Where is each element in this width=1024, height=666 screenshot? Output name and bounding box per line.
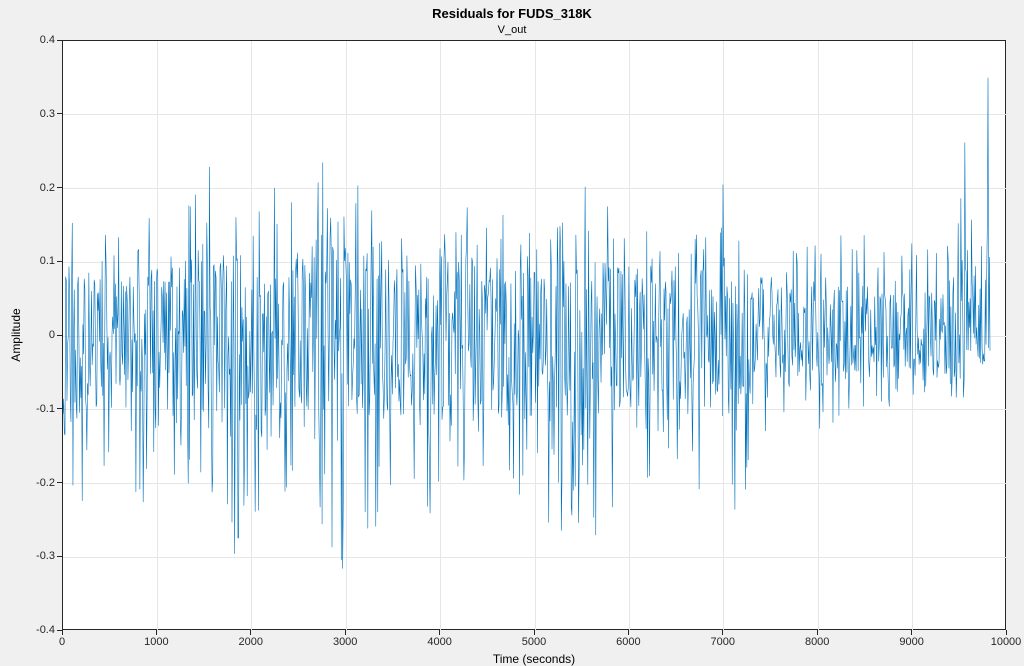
y-axis-label: Amplitude [9,308,23,361]
x-axis-label: Time (seconds) [493,652,575,666]
x-tick-label: 8000 [805,636,829,648]
y-tick-label: 0.2 [27,182,55,194]
residual-series [63,41,1007,631]
x-tick [439,630,440,635]
y-tick-label: 0 [27,329,55,341]
y-tick [57,556,62,557]
x-tick-label: 3000 [333,636,357,648]
y-tick-label: 0.3 [27,108,55,120]
figure: Residuals for FUDS_318K V_out Time (seco… [0,0,1024,666]
x-tick [250,630,251,635]
y-tick [57,261,62,262]
y-tick-label: -0.3 [27,550,55,562]
y-tick-label: 0.4 [27,34,55,46]
x-tick [1006,630,1007,635]
y-tick-label: 0.1 [27,255,55,267]
x-tick [534,630,535,635]
x-tick-label: 2000 [239,636,263,648]
x-tick-label: 6000 [616,636,640,648]
y-tick [57,40,62,41]
x-tick-label: 7000 [711,636,735,648]
y-tick [57,630,62,631]
x-tick [62,630,63,635]
x-tick-label: 9000 [899,636,923,648]
y-tick-label: -0.4 [27,624,55,636]
x-tick-label: 5000 [522,636,546,648]
x-tick [911,630,912,635]
y-tick [57,482,62,483]
chart-title: Residuals for FUDS_318K [0,6,1024,21]
x-tick-label: 10000 [991,636,1022,648]
x-tick [722,630,723,635]
x-tick-label: 0 [59,636,65,648]
x-tick [817,630,818,635]
x-tick [628,630,629,635]
y-tick-label: -0.1 [27,403,55,415]
y-tick [57,113,62,114]
x-tick-label: 4000 [427,636,451,648]
x-tick-label: 1000 [144,636,168,648]
y-tick-label: -0.2 [27,477,55,489]
y-tick [57,408,62,409]
x-tick [156,630,157,635]
x-tick [345,630,346,635]
y-tick [57,335,62,336]
y-tick [57,187,62,188]
chart-subtitle: V_out [0,24,1024,36]
plot-area [62,40,1006,630]
